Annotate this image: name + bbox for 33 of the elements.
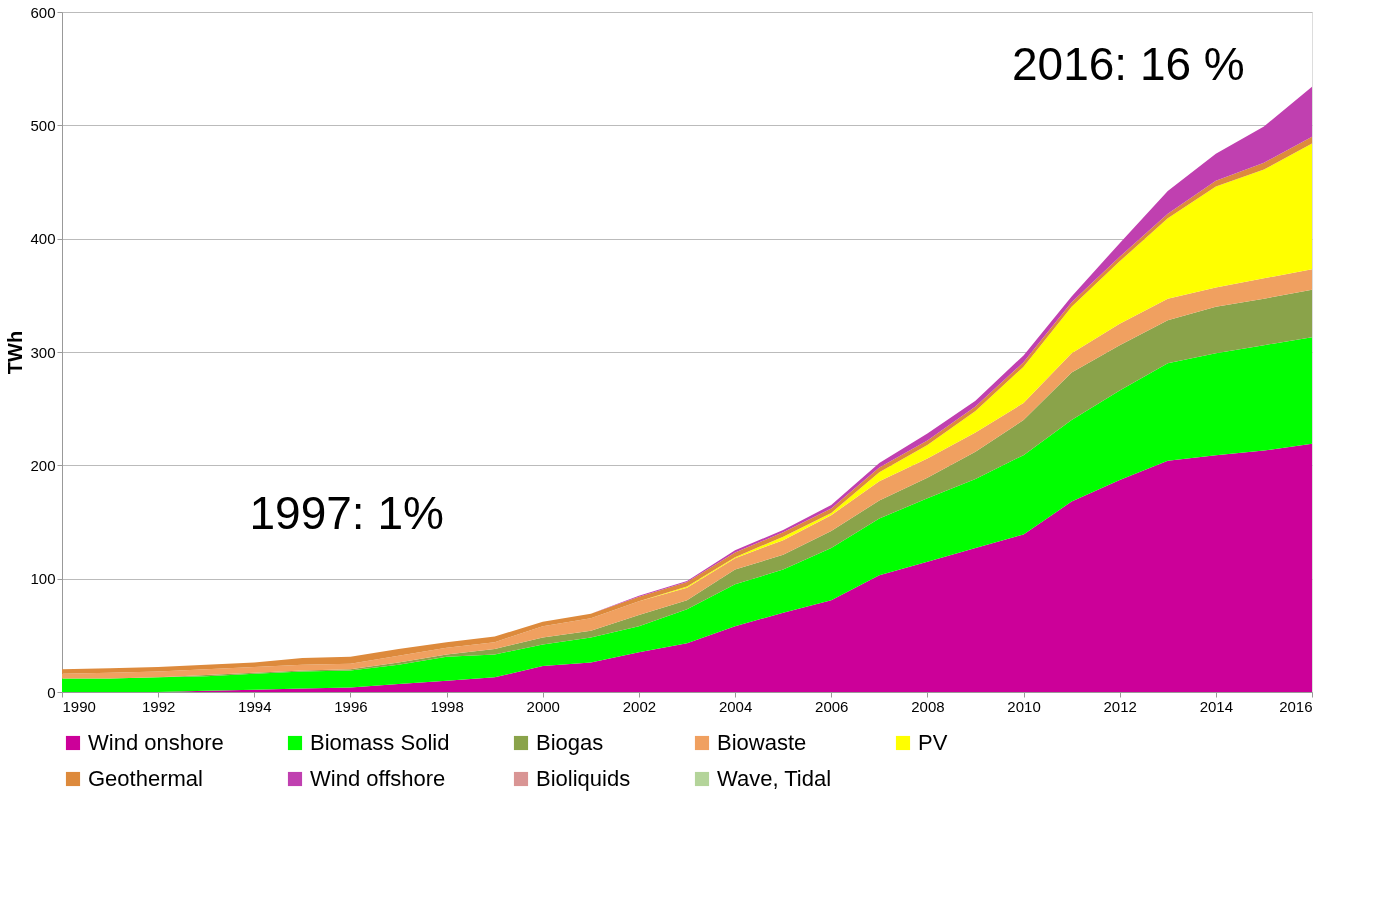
legend-label: Bioliquids (536, 766, 631, 791)
x-tick-label: 1990 (62, 697, 96, 715)
legend-label: Biowaste (717, 730, 807, 755)
x-tick-label: 2008 (911, 697, 945, 715)
legend-label: Geothermal (88, 766, 203, 791)
annotation: 2016: 16 % (1012, 38, 1245, 91)
x-tick-label: 1992 (141, 697, 176, 715)
legend-label: Wave, Tidal (717, 766, 832, 791)
y-tick-label: 0 (47, 683, 56, 701)
y-tick-label: 300 (30, 343, 56, 361)
legend-label: Biogas (536, 730, 604, 755)
legend-label: Wind onshore (88, 730, 224, 755)
x-tick-label: 2016 (1279, 697, 1313, 715)
y-tick-label: 200 (30, 456, 56, 474)
legend-label: Biomass Solid (310, 730, 450, 755)
x-tick-label: 1994 (238, 697, 272, 715)
x-tick-label: 2014 (1199, 697, 1234, 715)
legend-label: Wind offshore (310, 766, 446, 791)
x-tick-label: 2006 (815, 697, 849, 715)
legend-label: PV (918, 730, 948, 755)
x-tick-label: 2012 (1103, 697, 1137, 715)
x-tick-label: 2004 (718, 697, 753, 715)
x-tick-label: 2002 (622, 697, 657, 715)
annotation: 1997: 1% (249, 487, 444, 540)
y-axis-title: TWh (4, 330, 27, 375)
y-tick-label: 400 (30, 230, 56, 248)
x-tick-label: 2010 (1007, 697, 1041, 715)
y-tick-label: 500 (30, 116, 56, 134)
y-tick-label: 600 (30, 3, 56, 21)
y-tick-label: 100 (30, 570, 56, 588)
x-tick-label: 1996 (334, 697, 368, 715)
x-tick-label: 1998 (430, 697, 464, 715)
x-tick-label: 2000 (526, 697, 560, 715)
